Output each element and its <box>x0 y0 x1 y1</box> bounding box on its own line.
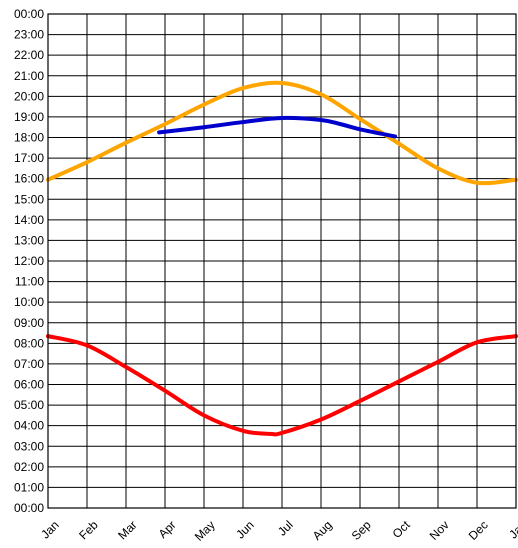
y-tick-label: 03:00 <box>14 439 44 453</box>
y-tick-label: 02:00 <box>14 460 44 474</box>
y-tick-label: 09:00 <box>14 316 44 330</box>
series-line-3 <box>46 334 518 437</box>
y-tick-label: 08:00 <box>14 336 44 350</box>
x-tick-label: Sep <box>349 518 374 543</box>
series-line-2 <box>157 115 398 139</box>
y-axis-ticks: 00:00 23:00 22:00 21:00 20:00 19:00 18:00 17:00… <box>14 7 44 515</box>
x-tick-label: Jun <box>233 518 257 542</box>
x-tick-label: Mar <box>115 518 140 543</box>
y-tick-label: 17:00 <box>14 151 44 165</box>
x-tick-label: Jan <box>38 518 62 542</box>
x-tick-label: Aug <box>310 518 335 543</box>
x-tick-label: Apr <box>156 518 179 541</box>
y-tick-label: 13:00 <box>14 233 44 247</box>
y-tick-label: 00:00 <box>14 501 44 515</box>
y-tick-label: 01:00 <box>14 480 44 494</box>
x-tick-label: Oct <box>390 517 414 541</box>
y-tick-label: 18:00 <box>14 131 44 145</box>
y-tick-label: 21:00 <box>14 69 44 83</box>
y-tick-label: 14:00 <box>14 213 44 227</box>
y-tick-label: 20:00 <box>14 89 44 103</box>
y-tick-label: 12:00 <box>14 254 44 268</box>
x-tick-label: Jan <box>506 518 518 542</box>
y-tick-label: 10:00 <box>14 295 44 309</box>
x-tick-label: May <box>192 518 218 543</box>
x-tick-label: Dec <box>466 518 491 543</box>
x-axis-ticks: Jan Feb Mar Apr May Jun Jul Aug Sep Oct Nov Dec Jan <box>38 517 518 543</box>
series-layer <box>46 80 518 437</box>
y-tick-label: 06:00 <box>14 378 44 392</box>
y-tick-label: 16:00 <box>14 172 44 186</box>
x-tick-label: Feb <box>76 518 101 543</box>
series-line-1 <box>46 80 518 186</box>
x-tick-label: Jul <box>275 518 296 539</box>
y-tick-label: 05:00 <box>14 398 44 412</box>
plot-frame <box>47 13 517 509</box>
y-tick-label: 04:00 <box>14 419 44 433</box>
y-tick-label: 00:00 <box>14 7 44 21</box>
y-tick-label: 22:00 <box>14 48 44 62</box>
y-tick-label: 15:00 <box>14 192 44 206</box>
x-tick-label: Nov <box>427 518 452 543</box>
y-tick-label: 23:00 <box>14 28 44 42</box>
y-tick-label: 07:00 <box>14 357 44 371</box>
y-tick-label: 19:00 <box>14 110 44 124</box>
y-tick-label: 11:00 <box>15 275 44 289</box>
